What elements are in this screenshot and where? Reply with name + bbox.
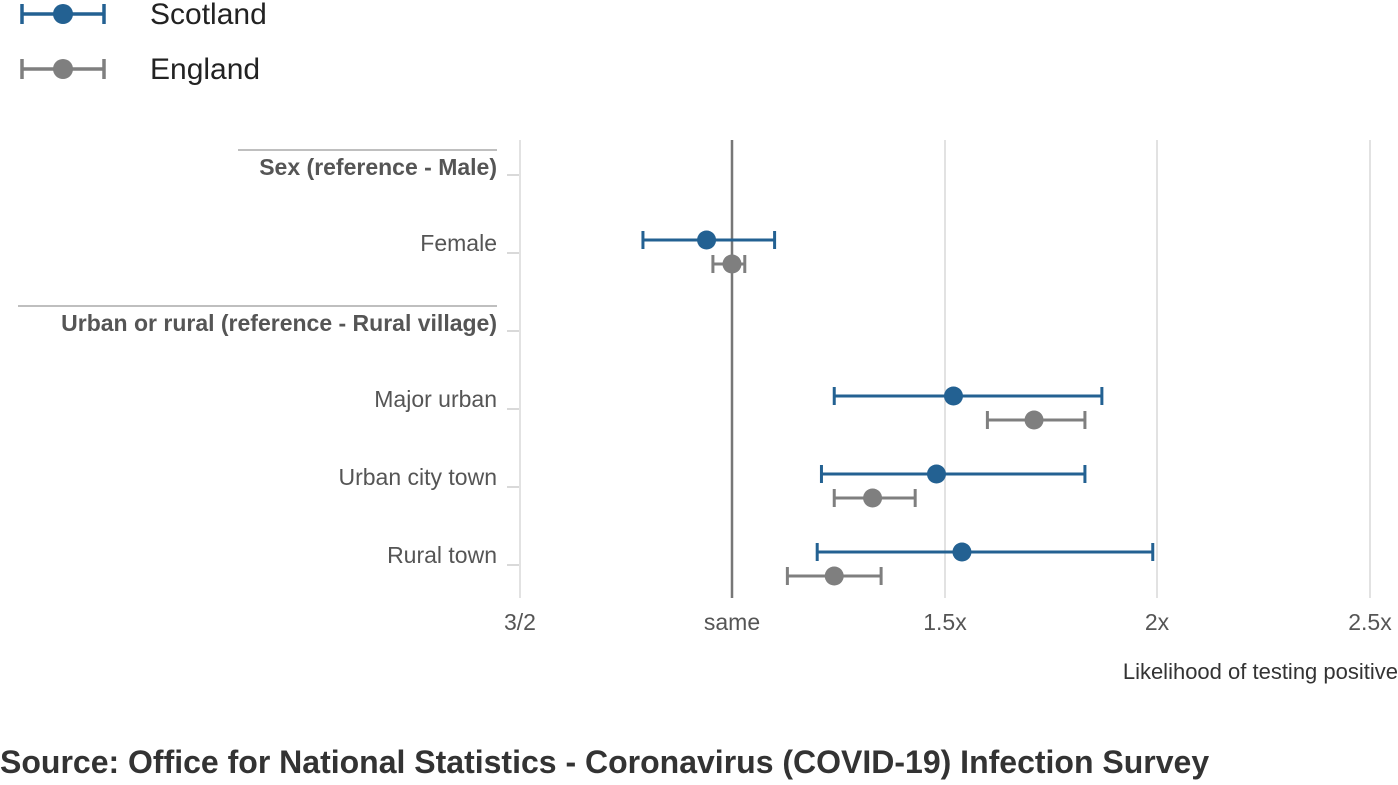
estimate-england bbox=[832, 488, 917, 508]
group-label: Sex (reference - Male) bbox=[259, 154, 497, 180]
x-tick-label: 2x bbox=[1145, 609, 1170, 635]
x-axis-title: Likelihood of testing positive bbox=[1123, 659, 1398, 684]
estimate-england bbox=[711, 254, 747, 274]
category-label: Female bbox=[420, 230, 497, 256]
point-estimate bbox=[952, 542, 972, 562]
legend-item-england: England bbox=[20, 53, 260, 86]
estimate-scotland bbox=[819, 464, 1087, 484]
legend-item-scotland: Scotland bbox=[20, 0, 267, 31]
point-estimate bbox=[943, 386, 963, 406]
x-tick-label: 2.5x bbox=[1348, 609, 1392, 635]
point-estimate bbox=[722, 254, 742, 274]
source-note: Source: Office for National Statistics -… bbox=[0, 744, 1210, 780]
x-tick-label: 1.5x bbox=[923, 609, 967, 635]
group-label: Urban or rural (reference - Rural villag… bbox=[61, 310, 497, 336]
category-label: Major urban bbox=[374, 386, 497, 412]
legend-swatch-dot bbox=[53, 4, 73, 24]
point-estimate bbox=[1024, 410, 1044, 430]
estimate-scotland bbox=[641, 230, 777, 250]
legend-label-england: England bbox=[150, 53, 260, 86]
point-estimate bbox=[824, 566, 844, 586]
x-tick-label: same bbox=[704, 609, 760, 635]
estimate-scotland bbox=[832, 386, 1104, 406]
category-label: Urban city town bbox=[338, 464, 497, 490]
row-labels: Sex (reference - Male) Female Urban or rur… bbox=[18, 149, 519, 568]
legend-label-scotland: Scotland bbox=[150, 0, 267, 31]
estimate-england bbox=[785, 566, 883, 586]
legend-swatch-dot bbox=[53, 59, 73, 79]
estimate-england bbox=[985, 410, 1087, 430]
x-axis-ticks: 3/2 same 1.5x 2x 2.5x bbox=[504, 609, 1392, 635]
point-estimate bbox=[926, 464, 946, 484]
estimate-scotland bbox=[815, 542, 1155, 562]
point-estimate bbox=[863, 488, 883, 508]
legend: Scotland England bbox=[20, 0, 267, 86]
gridlines bbox=[519, 140, 1371, 598]
x-tick-label: 3/2 bbox=[504, 609, 536, 635]
point-estimate bbox=[697, 230, 717, 250]
category-label: Rural town bbox=[387, 542, 497, 568]
data-marks bbox=[641, 230, 1155, 586]
